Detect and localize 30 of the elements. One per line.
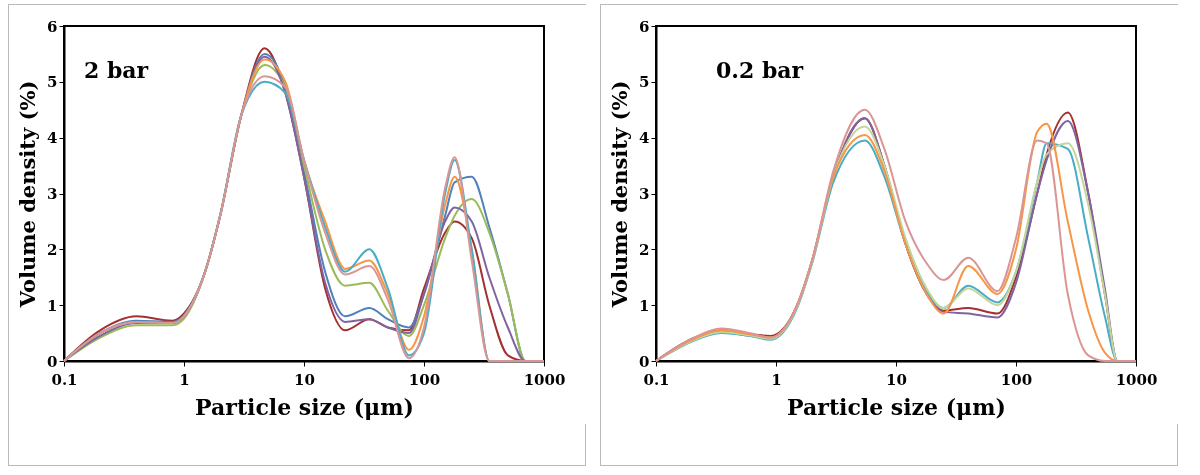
y-tick-label: 0 bbox=[639, 352, 650, 371]
y-tick-label: 2 bbox=[639, 240, 650, 259]
y-tick-label: 0 bbox=[47, 352, 58, 371]
y-tick-label: 2 bbox=[47, 240, 58, 259]
x-tick-label: 1000 bbox=[1115, 370, 1158, 389]
x-tick-label: 100 bbox=[408, 370, 441, 389]
x-tick-label: 10 bbox=[294, 370, 315, 389]
x-axis-title: Particle size (μm) bbox=[787, 393, 1006, 420]
y-tick-label: 6 bbox=[639, 17, 650, 36]
y-tick-label: 5 bbox=[47, 73, 58, 92]
x-tick-label: 1000 bbox=[523, 370, 566, 389]
y-tick-label: 3 bbox=[639, 185, 650, 203]
x-tick-label: 1 bbox=[771, 370, 782, 389]
y-tick-label: 1 bbox=[639, 296, 650, 315]
annotation: 0.2 bar bbox=[716, 57, 804, 83]
annotation: 2 bar bbox=[84, 57, 149, 83]
y-tick-label: 4 bbox=[639, 129, 650, 148]
y-tick-label: 5 bbox=[639, 73, 650, 92]
x-tick-label: 1 bbox=[179, 370, 190, 389]
x-axis-title: Particle size (μm) bbox=[195, 393, 414, 420]
y-tick-label: 6 bbox=[47, 17, 58, 36]
y-axis-title: Volume density (%) bbox=[15, 80, 41, 309]
y-tick-label: 4 bbox=[47, 129, 58, 148]
x-tick-label: 0.1 bbox=[643, 370, 670, 389]
x-tick-label: 100 bbox=[1000, 370, 1033, 389]
y-tick-label: 3 bbox=[47, 185, 58, 203]
x-tick-label: 0.1 bbox=[51, 370, 78, 389]
x-tick-label: 10 bbox=[886, 370, 907, 389]
y-tick-label: 1 bbox=[47, 296, 58, 315]
y-axis-title: Volume density (%) bbox=[607, 80, 633, 309]
